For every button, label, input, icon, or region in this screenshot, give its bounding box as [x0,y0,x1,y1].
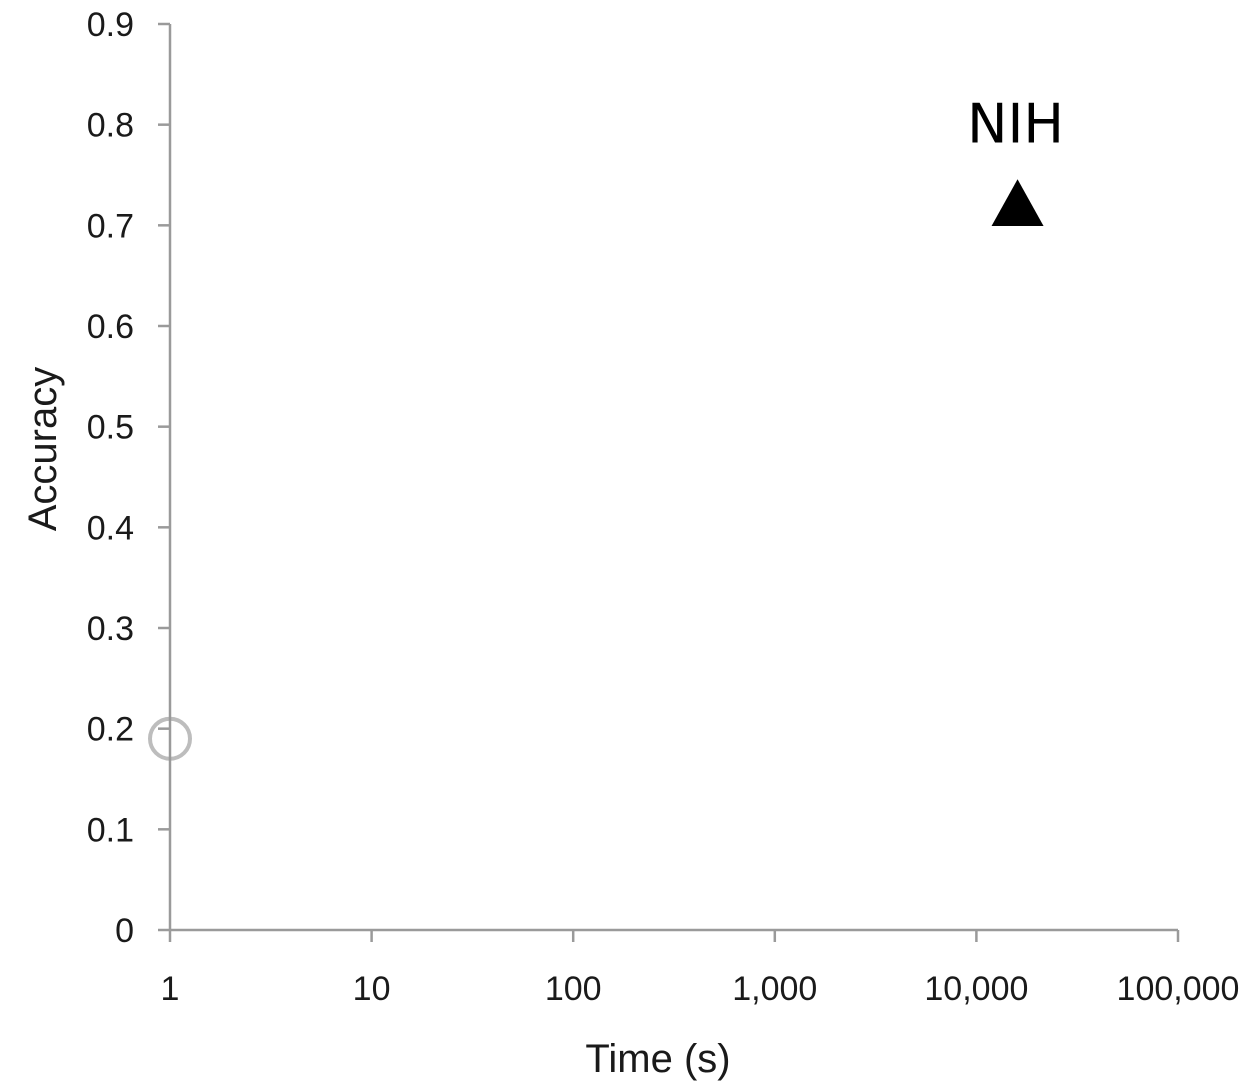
x-tick-label: 10,000 [924,970,1028,1008]
x-tick-label: 100 [545,970,602,1008]
axes [168,24,1178,932]
y-tick-label: 0.9 [87,6,134,44]
x-axis-title: Time (s) [585,1037,730,1081]
x-tick-label: 100,000 [1117,970,1240,1008]
x-tick-label: 1 [161,970,180,1008]
data-points [991,179,1044,226]
y-tick-label: 0.4 [87,509,134,547]
y-tick-label: 0 [115,912,134,950]
y-tick-label: 0.7 [87,207,134,245]
y-tick-label: 0.8 [87,107,134,145]
x-axis-ticks: 1 10 100 1,000 10,000 100,000 [161,930,1240,1008]
triangle-marker [991,179,1044,226]
y-tick-label: 0.2 [87,711,134,749]
y-tick-label: 0.1 [87,811,134,849]
y-axis-title: Accuracy [21,367,65,532]
x-tick-label: 10 [353,970,391,1008]
x-tick-label: 1,000 [732,970,817,1008]
y-tick-label: 0.3 [87,610,134,648]
point-label: NIH [967,93,1064,156]
annotations: NIH [967,93,1064,156]
y-axis-ticks: 0 0.1 0.2 0.3 0.4 0.5 0.6 0.7 0.8 0.9 [87,6,170,950]
y-tick-label: 0.5 [87,409,134,447]
y-tick-label: 0.6 [87,308,134,346]
